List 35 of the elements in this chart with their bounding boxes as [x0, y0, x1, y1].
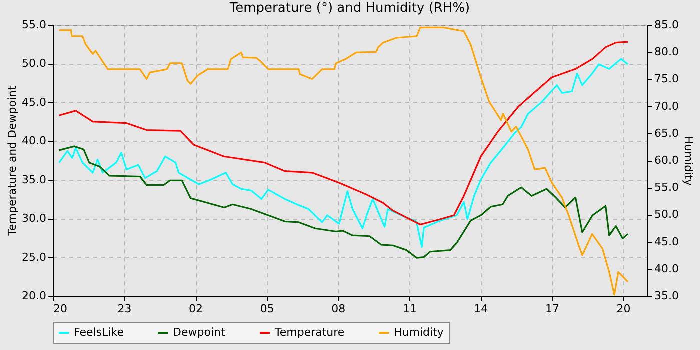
y2-tick-label: 85.0	[654, 18, 679, 32]
x-tick-label: 11	[402, 302, 417, 316]
y-tick-label: 40.0	[22, 134, 46, 148]
x-tick-label: 23	[118, 302, 132, 316]
chart-title: Temperature (°) and Humidity (RH%)	[228, 1, 470, 16]
y2-tick-label: 35.0	[654, 290, 679, 302]
y-tick-label: 25.0	[22, 250, 46, 264]
y2-tick-label: 45.0	[654, 235, 679, 248]
x-tick-label: 08	[332, 302, 346, 316]
x-tick-label: 20	[54, 302, 68, 316]
y2-tick-label: 65.0	[654, 126, 679, 140]
x-tick-label: 20	[616, 302, 631, 316]
y-axis-title: Temperature and Dewpoint	[6, 85, 20, 237]
y2-tick-label: 80.0	[654, 46, 679, 59]
legend-label: Temperature	[274, 326, 345, 339]
y-tick-label: 30.0	[22, 212, 46, 226]
y-tick-label: 50.0	[22, 57, 46, 70]
legend-label: Dewpoint	[173, 326, 226, 339]
y-tick-label: 55.0	[22, 18, 46, 32]
y2-tick-label: 50.0	[654, 208, 679, 222]
y2-tick-label: 55.0	[654, 181, 679, 194]
y-tick-label: 35.0	[22, 173, 46, 186]
x-tick-label: 02	[189, 302, 204, 316]
y2-tick-label: 60.0	[654, 154, 679, 167]
x-tick-label: 05	[260, 302, 274, 316]
y2-axis-title: Humidity	[682, 136, 695, 186]
y-tick-label: 20.0	[22, 290, 46, 302]
y2-tick-label: 40.0	[654, 262, 679, 276]
x-tick-label: 14	[474, 302, 488, 316]
legend-label: FeelsLike	[74, 326, 124, 339]
x-tick-label: 17	[545, 302, 560, 316]
legend-label: Humidity	[394, 326, 444, 339]
y2-tick-label: 70.0	[654, 100, 679, 113]
y2-tick-label: 75.0	[654, 72, 679, 86]
y-tick-label: 45.0	[22, 96, 46, 109]
